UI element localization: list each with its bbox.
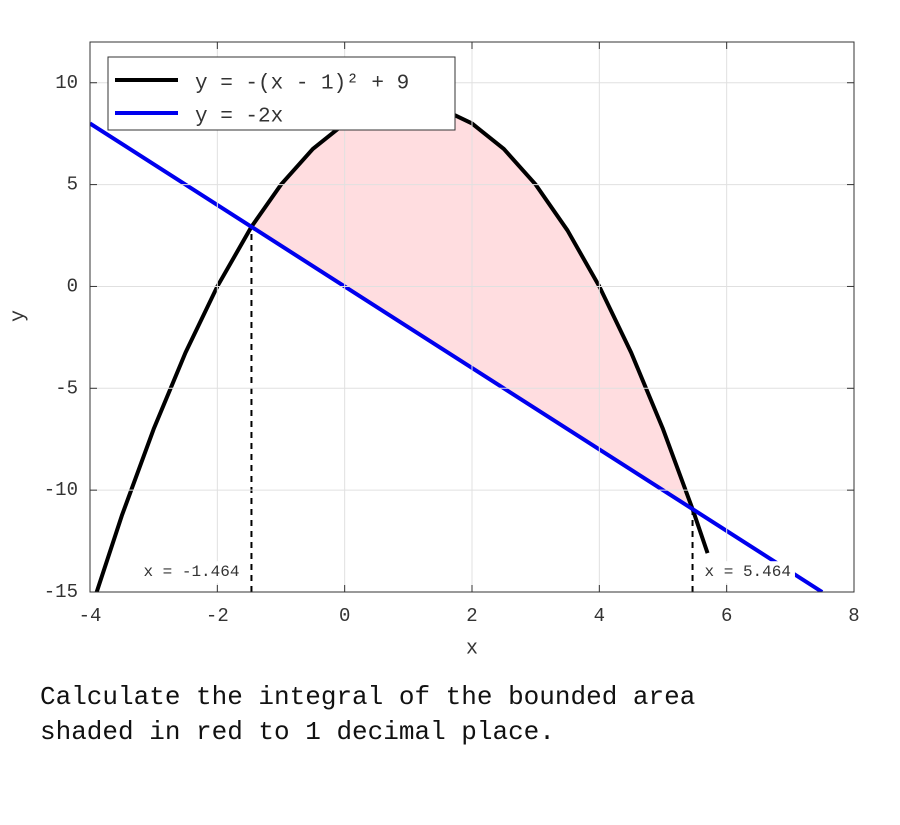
y-tick-label: -15 bbox=[44, 581, 78, 603]
annotation-label: x = -1.464 bbox=[143, 563, 239, 581]
y-axis-label: y bbox=[7, 310, 30, 322]
x-tick-label: -4 bbox=[79, 605, 102, 627]
y-tick-label: 0 bbox=[67, 275, 78, 297]
chart: x y -4 -2 0 2 4 6 8 -15 -10 -5 0 5 10 x = -1.464 x = 5… bbox=[7, 41, 860, 660]
y-tick-label: -5 bbox=[55, 377, 78, 399]
x-tick-label: 8 bbox=[848, 605, 859, 627]
plot-frame bbox=[89, 41, 855, 593]
annotation-bg bbox=[700, 561, 795, 584]
legend-label: y = -(x - 1)² + 9 bbox=[195, 73, 409, 96]
legend: y = -(x - 1)² + 9 y = -2x bbox=[107, 56, 456, 131]
x-tick-label: 0 bbox=[339, 605, 350, 627]
y-tick-label: 5 bbox=[67, 174, 78, 196]
x-tick-label: 2 bbox=[466, 605, 477, 627]
annotation-label: x = 5.464 bbox=[705, 563, 791, 581]
y-tick-label: -10 bbox=[44, 479, 78, 501]
x-axis-label: x bbox=[466, 637, 478, 660]
legend-box bbox=[107, 56, 456, 131]
x-tick-label: 4 bbox=[594, 605, 605, 627]
x-tick-label: 6 bbox=[721, 605, 732, 627]
x-tick-label: -2 bbox=[206, 605, 229, 627]
question: Calculate the integral of the bounded ar… bbox=[40, 682, 696, 747]
y-tick-label: 10 bbox=[55, 72, 78, 94]
annotation-bg bbox=[139, 561, 244, 584]
legend-label: y = -2x bbox=[195, 106, 283, 129]
